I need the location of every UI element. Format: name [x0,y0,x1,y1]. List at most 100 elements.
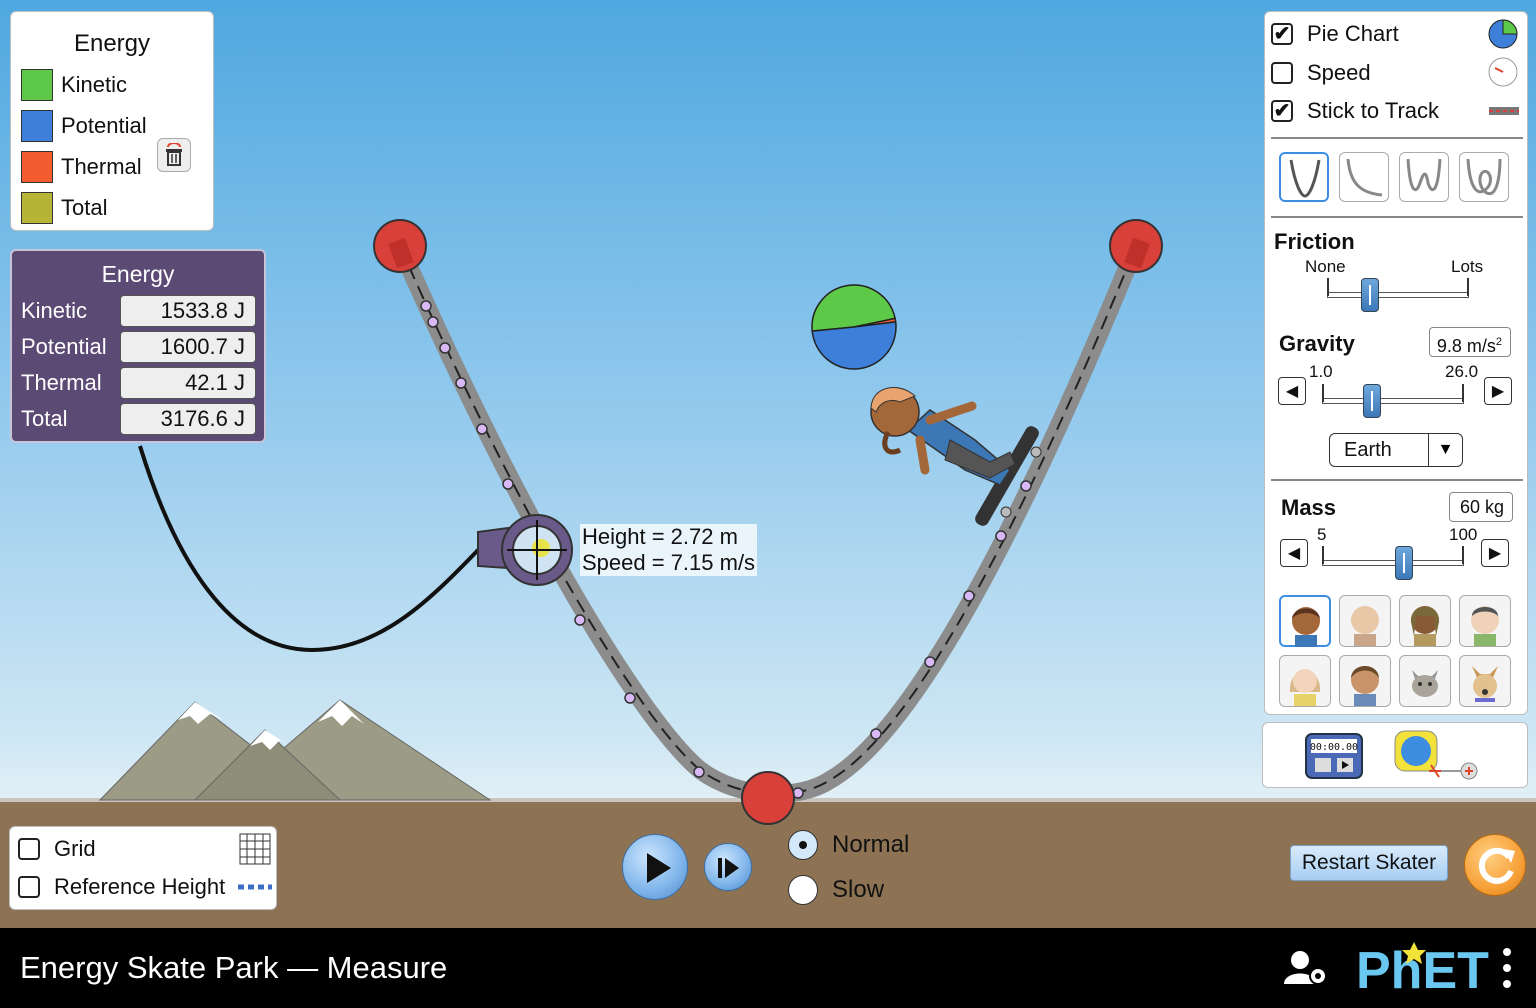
mass-slider-thumb[interactable] [1395,546,1414,580]
stick-to-track-label: Stick to Track [1307,98,1440,123]
skater-blonde-avatar [1289,669,1321,706]
stick-to-track-check[interactable]: ✔ [1271,100,1293,122]
pie-chart-check[interactable]: ✔ [1271,23,1293,45]
character-button[interactable] [1279,655,1331,707]
grid-icon [239,833,271,865]
gravity-readout-exponent: 2 [1495,336,1502,348]
pie-chart-icon [1488,19,1518,49]
gravity-decrease-button[interactable]: ◀ [1278,377,1306,405]
total-label: Total [21,406,68,431]
reset-all-button[interactable] [1464,834,1526,896]
speed-slow-radio[interactable]: Slow [788,873,884,907]
divider [1271,479,1523,481]
track[interactable] [391,237,1145,803]
planet-select[interactable]: Earth ▼ [1329,433,1463,467]
track-icon [1489,107,1519,115]
divider [1271,137,1523,139]
friction-min-tick [1327,278,1329,296]
gravity-slider-track[interactable] [1322,398,1464,404]
energy-values-title: Energy [101,261,175,287]
step-forward-button[interactable] [704,843,752,891]
gravity-increase-button[interactable]: ▶ [1484,377,1512,405]
clear-thermal-button[interactable] [157,138,191,172]
grid-checkbox[interactable]: Grid [18,832,96,866]
navigation-bar: Energy Skate Park — Measure PhET [0,928,1536,1008]
total-swatch [21,192,53,224]
loop-track-button[interactable] [1459,152,1509,202]
user-settings-icon[interactable] [1282,948,1330,988]
loop-track-icon [1466,158,1502,196]
right-arrow-icon: ▶ [1488,545,1502,562]
character-button[interactable] [1459,595,1511,647]
grid-panel: Grid Reference Height [9,826,277,910]
energy-values-panel: Energy Kinetic 1533.8 J Potential 1600.7… [10,249,266,443]
stopwatch-icon[interactable]: 00:00.00 [1305,733,1363,779]
mass-decrease-button[interactable]: ◀ [1280,539,1308,567]
measuring-tape-icon[interactable] [1393,729,1483,785]
divider [1271,216,1523,218]
restart-skater-button[interactable]: Restart Skater [1290,845,1448,881]
speed-check[interactable] [1271,62,1293,84]
pie-chart-checkbox[interactable]: ✔ Pie Chart [1271,17,1399,51]
legend-potential-label: Potential [61,113,147,138]
play-button[interactable] [622,834,688,900]
gravity-slider-thumb[interactable] [1362,384,1381,418]
speed-normal-radio-button[interactable] [788,830,818,860]
reference-line-icon [238,884,272,890]
energy-legend: Energy Kinetic Potential Thermal Total [10,11,214,231]
mass-max-label: 100 [1449,525,1478,544]
kinetic-label: Kinetic [21,298,88,323]
play-area[interactable]: Height = 2.72 m Speed = 7.15 m/s Energy … [0,0,1536,928]
mass-increase-button[interactable]: ▶ [1481,539,1509,567]
ramp-track-button[interactable] [1339,152,1389,202]
friction-max-label: Lots [1451,257,1484,276]
skater-man-avatar [1471,606,1499,646]
sensor-probe[interactable] [477,514,573,586]
play-icon [647,853,671,883]
dog-avatar [1472,666,1498,702]
track-control-points[interactable] [373,219,1163,825]
grid-check[interactable] [18,838,40,860]
character-button[interactable] [1459,655,1511,707]
path-sample-points[interactable] [420,300,1032,799]
probe-speed: Speed = 7.15 m/s [582,550,756,575]
right-arrow-icon: ▶ [1491,383,1505,400]
legend-total: Total [21,191,107,225]
mass-slider-track[interactable] [1322,560,1464,566]
probe-height: Height = 2.72 m [582,524,738,549]
character-button[interactable] [1279,595,1331,647]
reference-height-check[interactable] [18,876,40,898]
kebab-menu-icon[interactable] [1500,946,1514,990]
speedometer-icon [1488,57,1518,87]
friction-min-label: None [1305,257,1346,276]
mass-min-label: 5 [1317,525,1327,544]
legend-thermal: Thermal [21,150,142,184]
speed-slow-radio-button[interactable] [788,875,818,905]
friction-title: Friction [1274,229,1355,254]
skater[interactable] [870,387,1042,528]
thermal-swatch [21,151,53,183]
stick-to-track-checkbox[interactable]: ✔ Stick to Track [1271,94,1439,128]
pie-chart-label: Pie Chart [1307,21,1399,46]
reference-height-checkbox[interactable]: Reference Height [18,870,225,904]
friction-slider-track[interactable] [1327,292,1469,298]
phet-logo[interactable]: PhET [1356,938,1490,1000]
character-button[interactable] [1399,595,1451,647]
friction-slider-thumb[interactable] [1360,278,1379,312]
legend-total-label: Total [61,195,108,220]
potential-value: 1600.7 J [120,331,256,363]
speed-checkbox[interactable]: Speed [1271,56,1371,90]
probe-cable [138,445,482,653]
w-track-button[interactable] [1399,152,1449,202]
character-button[interactable] [1399,655,1451,707]
energy-pie-chart [811,284,897,370]
u-track-button[interactable] [1279,152,1329,202]
speed-normal-radio[interactable]: Normal [788,828,909,862]
chevron-down-icon: ▼ [1428,434,1462,466]
speed-slow-label: Slow [832,876,885,903]
pie-slice-kinetic [811,284,897,332]
character-button[interactable] [1339,655,1391,707]
thermal-label: Thermal [21,370,102,395]
character-button[interactable] [1339,595,1391,647]
scene-graphics [98,219,1163,825]
